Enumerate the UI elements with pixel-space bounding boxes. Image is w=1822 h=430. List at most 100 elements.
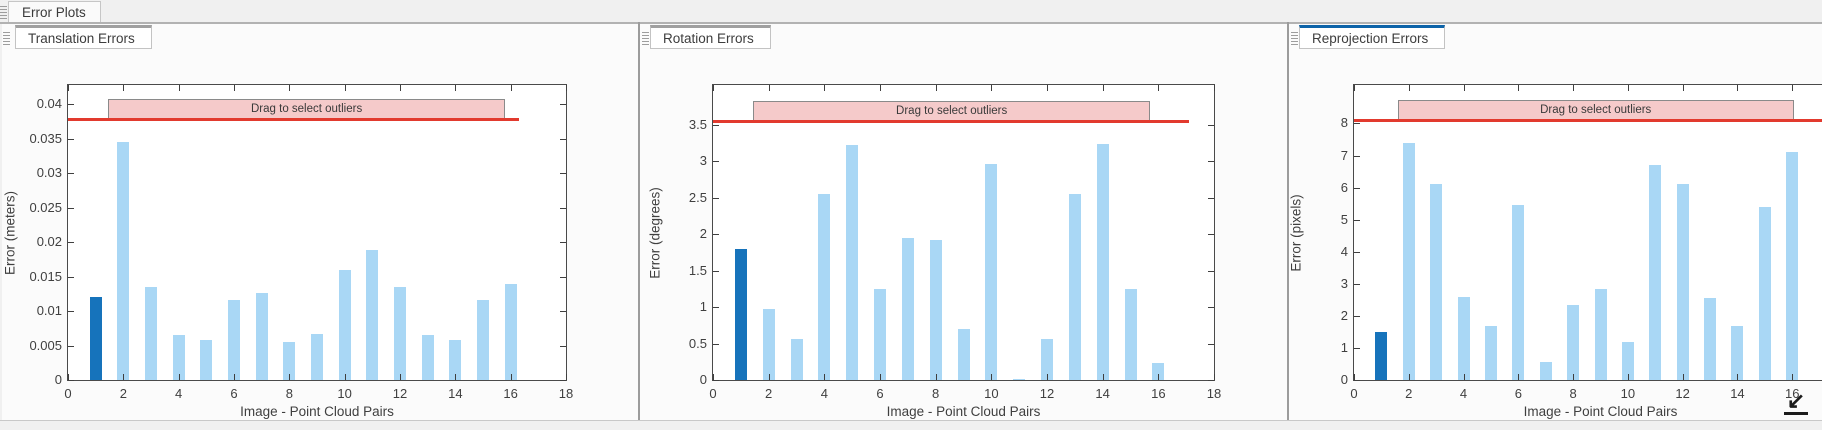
- x-tick-label: 4: [820, 386, 828, 401]
- bar-pair-7[interactable]: [255, 293, 268, 380]
- y-tick-right: [560, 104, 566, 106]
- bar-pair-8[interactable]: [929, 240, 942, 380]
- bar-pair-1-selected[interactable]: [1375, 331, 1388, 380]
- bar-pair-12[interactable]: [1676, 184, 1689, 380]
- bar-pair-1-selected[interactable]: [89, 297, 102, 380]
- x-tick: [1682, 374, 1684, 380]
- x-tick-label: 12: [1675, 386, 1690, 401]
- bar-pair-16[interactable]: [1152, 363, 1165, 380]
- bar-pair-7[interactable]: [901, 237, 914, 380]
- tab-translation-errors[interactable]: Translation Errors: [15, 25, 152, 49]
- x-tick: [566, 374, 567, 380]
- y-axis-label: Error (meters): [2, 190, 18, 275]
- drag-grip-icon[interactable]: [642, 32, 649, 45]
- y-tick-label: 1.5: [688, 262, 707, 278]
- tab-error-plots[interactable]: Error Plots: [8, 1, 101, 22]
- bar-pair-2[interactable]: [1402, 142, 1415, 380]
- bar-pair-10[interactable]: [985, 164, 998, 380]
- bar-pair-15[interactable]: [1758, 206, 1771, 380]
- bar-pair-8[interactable]: [283, 342, 296, 380]
- bar-pair-13[interactable]: [421, 335, 434, 380]
- bar-pair-9[interactable]: [1594, 288, 1607, 380]
- rotation-errors-chart[interactable]: Drag to select outliers 0 2 4 6 8 10 12 14 16 18 0 0…: [648, 84, 1221, 419]
- y-tick-label: 7: [1340, 147, 1348, 163]
- bar-pair-5[interactable]: [1484, 325, 1497, 380]
- y-tick-right: [1208, 197, 1214, 199]
- y-tick: [68, 345, 74, 347]
- bar-pair-7[interactable]: [1539, 362, 1552, 380]
- y-tick-label: 0.015: [29, 268, 62, 284]
- panel-divider[interactable]: [1287, 22, 1289, 420]
- drag-grip-icon[interactable]: [3, 32, 10, 45]
- bar-pair-2[interactable]: [762, 308, 775, 380]
- bar-pair-16[interactable]: [1786, 152, 1799, 380]
- y-tick-right: [1208, 270, 1214, 272]
- bar-pair-15[interactable]: [477, 300, 489, 380]
- bar-pair-9[interactable]: [311, 333, 323, 380]
- reprojection-errors-chart[interactable]: Drag to select outliers02468101214161801…: [1289, 84, 1822, 419]
- outlier-drag-band[interactable]: Drag to select outliers: [1397, 99, 1794, 119]
- bar-pair-6[interactable]: [1512, 205, 1525, 380]
- bar-pair-11[interactable]: [1649, 165, 1662, 380]
- bar-pair-15[interactable]: [1124, 288, 1137, 380]
- bar-pair-3[interactable]: [790, 339, 803, 380]
- x-tick-label: 4: [1459, 386, 1468, 401]
- x-tick: [510, 374, 512, 380]
- bar-pair-12[interactable]: [1041, 339, 1053, 380]
- bar-pair-10[interactable]: [338, 269, 351, 380]
- bar-pair-6[interactable]: [228, 300, 240, 380]
- tab-rotation-errors[interactable]: Rotation Errors: [650, 25, 771, 49]
- bar-pair-3[interactable]: [145, 286, 157, 380]
- x-tick-top: [1408, 85, 1410, 91]
- x-tick: [935, 374, 937, 380]
- x-tick-label: 12: [392, 386, 408, 401]
- panel-rotation-errors: Rotation Errors Drag to select outliers 0…: [640, 24, 1287, 420]
- y-tick: [68, 104, 74, 106]
- drag-grip-icon[interactable]: [0, 6, 7, 19]
- bar-pair-11[interactable]: [1013, 378, 1026, 380]
- y-tick: [713, 234, 719, 236]
- translation-errors-chart[interactable]: Drag to select outliers 0 2 4 6 8 10 12 14 16 18 0 0…: [3, 84, 573, 419]
- bar-pair-14[interactable]: [1096, 144, 1109, 380]
- x-tick-label: 6: [1514, 386, 1522, 401]
- x-tick: [455, 374, 457, 380]
- bar-pair-1-selected[interactable]: [734, 248, 747, 380]
- y-tick-label: 1: [1340, 339, 1348, 355]
- panel-divider[interactable]: [638, 22, 640, 420]
- y-tick: [68, 138, 74, 140]
- bar-pair-6[interactable]: [874, 288, 886, 380]
- bar-pair-13[interactable]: [1068, 193, 1081, 380]
- bar-pair-16[interactable]: [504, 283, 517, 380]
- bar-pair-12[interactable]: [394, 286, 406, 380]
- tab-reprojection-errors[interactable]: Reprojection Errors: [1299, 25, 1446, 49]
- bar-pair-14[interactable]: [1731, 325, 1744, 380]
- bar-pair-5[interactable]: [846, 144, 859, 380]
- outlier-drag-band[interactable]: Drag to select outliers: [108, 99, 506, 119]
- outlier-drag-band[interactable]: Drag to select outliers: [753, 100, 1150, 120]
- x-tick: [1463, 374, 1465, 380]
- bar-pair-2[interactable]: [117, 142, 130, 380]
- drag-grip-icon[interactable]: [1291, 32, 1298, 45]
- x-tick-label: 14: [448, 386, 463, 401]
- bar-pair-10[interactable]: [1621, 341, 1634, 380]
- bar-pair-3[interactable]: [1430, 184, 1443, 380]
- bar-pair-4[interactable]: [172, 335, 185, 380]
- bar-pair-14[interactable]: [449, 340, 462, 380]
- x-tick-label: 8: [285, 386, 293, 401]
- x-tick: [1573, 374, 1575, 380]
- bar-pair-13[interactable]: [1704, 298, 1717, 380]
- y-tick: [68, 207, 74, 209]
- y-tick-label: 5: [1340, 211, 1348, 227]
- x-tick-top: [1792, 85, 1794, 91]
- bar-pair-8[interactable]: [1567, 304, 1580, 380]
- x-tick-top: [289, 85, 291, 91]
- bar-pair-4[interactable]: [1457, 296, 1470, 380]
- bar-pair-11[interactable]: [366, 250, 379, 380]
- bar-pair-5[interactable]: [200, 340, 213, 380]
- y-tick-right: [1208, 343, 1214, 345]
- y-axis-label: Error (degrees): [647, 186, 663, 279]
- bar-pair-4[interactable]: [818, 193, 831, 380]
- bar-pair-9[interactable]: [957, 329, 970, 380]
- x-tick-top: [1627, 85, 1629, 91]
- x-tick-top: [234, 85, 235, 91]
